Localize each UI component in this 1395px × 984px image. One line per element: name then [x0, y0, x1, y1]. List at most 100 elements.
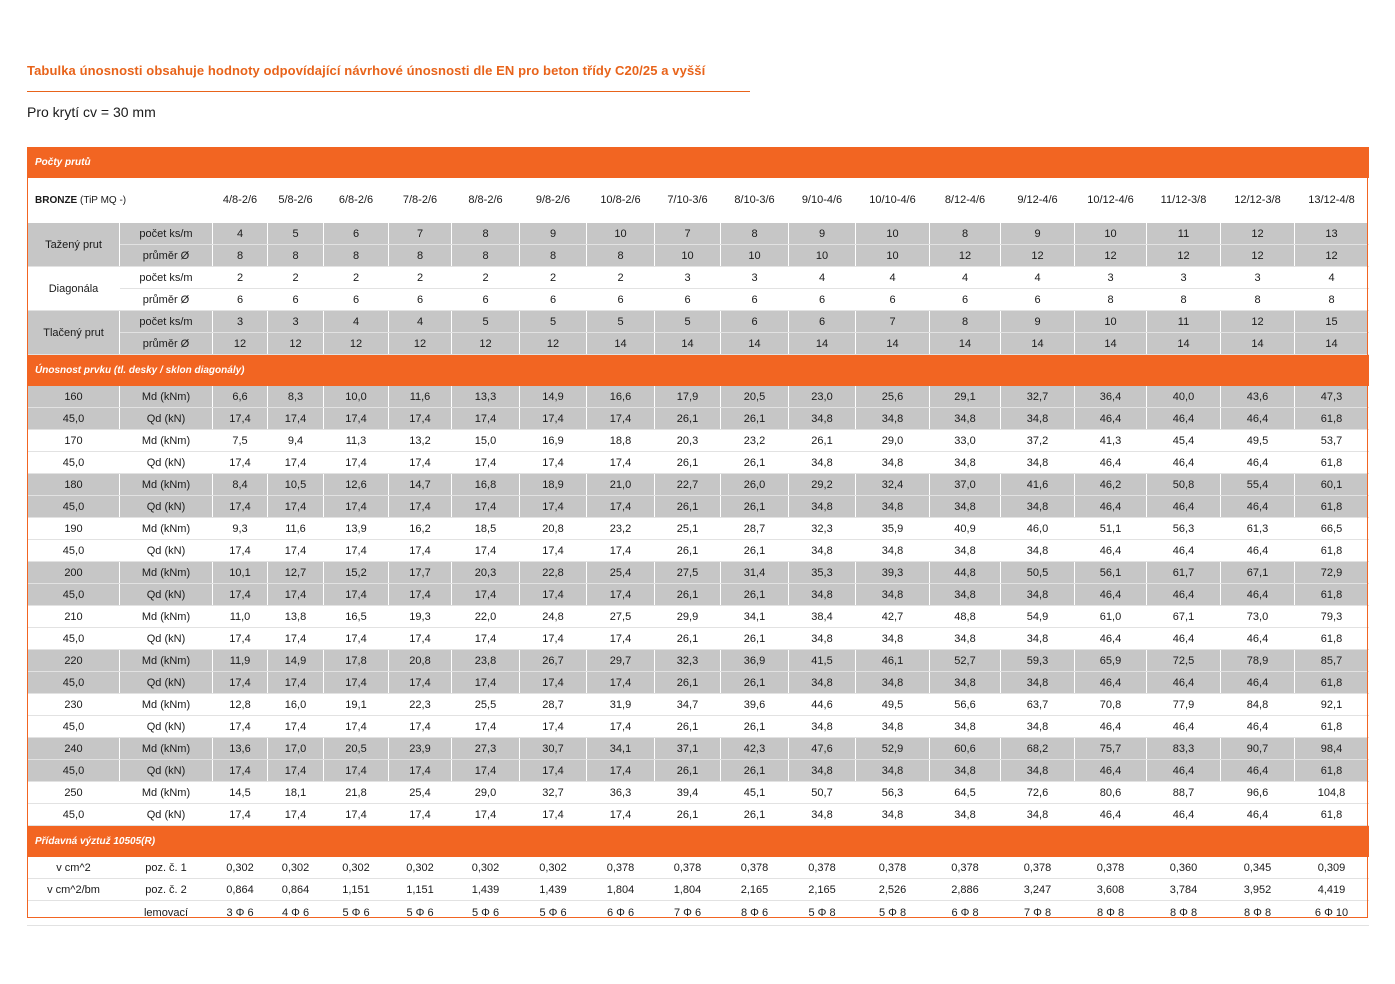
reinforcement-value: 0,378 — [720, 856, 789, 879]
bar-value: 6 — [929, 288, 1001, 311]
qd-label: Qd (kN) — [119, 495, 213, 518]
md-value: 64,5 — [929, 781, 1001, 804]
md-value: 59,3 — [1000, 649, 1075, 672]
md-value: 47,3 — [1293, 385, 1370, 408]
bar-row-label: průměr Ø — [119, 244, 213, 267]
qd-value: 17,4 — [388, 583, 452, 606]
bar-value: 5 — [519, 310, 587, 333]
md-value: 36,9 — [720, 649, 789, 672]
qd-value: 17,4 — [451, 495, 520, 518]
md-value: 22,8 — [519, 561, 587, 584]
md-value: 83,3 — [1146, 737, 1221, 760]
qd-value: 17,4 — [323, 407, 389, 430]
md-value: 63,7 — [1000, 693, 1075, 716]
qd-value: 46,4 — [1074, 759, 1147, 782]
md-label: Md (kNm) — [119, 737, 213, 760]
md-value: 16,6 — [586, 385, 655, 408]
reinforcement-value: 0,378 — [654, 856, 721, 879]
reinforcement-label: poz. č. 1 — [119, 856, 213, 879]
md-value: 56,6 — [929, 693, 1001, 716]
md-value: 25,4 — [586, 561, 655, 584]
md-value: 13,2 — [388, 429, 452, 452]
qd-value: 17,4 — [212, 407, 268, 430]
qd-value: 34,8 — [1000, 803, 1075, 826]
md-value: 13,3 — [451, 385, 520, 408]
md-value: 27,3 — [451, 737, 520, 760]
qd-value: 17,4 — [519, 539, 587, 562]
reinforcement-value: 7 Φ 6 — [654, 900, 721, 926]
qd-value: 34,8 — [929, 627, 1001, 650]
diagonal-angle: 45,0 — [27, 451, 120, 474]
md-value: 27,5 — [586, 605, 655, 628]
qd-value: 17,4 — [586, 715, 655, 738]
qd-value: 17,4 — [267, 451, 324, 474]
reinforcement-value: 6 Φ 8 — [929, 900, 1001, 926]
bar-value: 7 — [388, 222, 452, 245]
qd-value: 34,8 — [929, 407, 1001, 430]
column-header: 9/10-4/6 — [788, 177, 856, 223]
qd-value: 17,4 — [323, 671, 389, 694]
bar-value: 14 — [855, 332, 930, 355]
slab-thickness: 190 — [27, 517, 120, 540]
qd-label: Qd (kN) — [119, 803, 213, 826]
qd-value: 17,4 — [586, 451, 655, 474]
bar-value: 8 — [929, 310, 1001, 333]
heading-underline — [27, 91, 750, 92]
md-value: 104,8 — [1293, 781, 1370, 804]
bar-value: 12 — [267, 332, 324, 355]
md-value: 72,5 — [1146, 649, 1221, 672]
qd-value: 34,8 — [929, 495, 1001, 518]
qd-value: 26,1 — [720, 407, 789, 430]
bar-value: 5 — [586, 310, 655, 333]
reinforcement-value: 5 Φ 6 — [323, 900, 389, 926]
bar-value: 14 — [1074, 332, 1147, 355]
bar-value: 8 — [451, 244, 520, 267]
qd-value: 34,8 — [855, 627, 930, 650]
diagonal-angle: 45,0 — [27, 539, 120, 562]
qd-value: 34,8 — [788, 495, 856, 518]
md-value: 66,5 — [1293, 517, 1370, 540]
bar-row: Tlačený prut počet ks/m 3 3 4 4 5 5 5 5 6 6 7 8 9 10 11 1… — [27, 310, 1370, 355]
bar-value: 6 — [720, 310, 789, 333]
md-value: 16,8 — [451, 473, 520, 496]
slab-thickness: 200 — [27, 561, 120, 584]
bar-value: 12 — [1000, 244, 1075, 267]
md-value: 11,9 — [212, 649, 268, 672]
slab-thickness: 170 — [27, 429, 120, 452]
qd-value: 17,4 — [451, 583, 520, 606]
bar-value: 8 — [929, 222, 1001, 245]
bar-value: 6 — [267, 288, 324, 311]
md-value: 29,2 — [788, 473, 856, 496]
md-value: 39,3 — [855, 561, 930, 584]
md-value: 10,0 — [323, 385, 389, 408]
bar-value: 14 — [1220, 332, 1295, 355]
cover-subtitle: Pro krytí cv = 30 mm — [27, 104, 156, 120]
md-value: 14,9 — [267, 649, 324, 672]
column-header: 9/12-4/6 — [1000, 177, 1075, 223]
qd-value: 26,1 — [720, 583, 789, 606]
md-value: 11,3 — [323, 429, 389, 452]
column-header: 13/12-4/8 — [1293, 177, 1370, 223]
md-value: 65,9 — [1074, 649, 1147, 672]
qd-value: 26,1 — [654, 451, 721, 474]
bar-value: 10 — [654, 244, 721, 267]
md-value: 61,0 — [1074, 605, 1147, 628]
bar-value: 2 — [388, 266, 452, 289]
qd-value: 46,4 — [1146, 495, 1221, 518]
column-header-row: BRONZE (TiP MQ -) 4/8-2/6 5/8-2/6 6/8-2/6 7/… — [27, 177, 1370, 223]
qd-value: 34,8 — [788, 671, 856, 694]
qd-value: 17,4 — [267, 539, 324, 562]
qd-value: 34,8 — [1000, 451, 1075, 474]
qd-value: 17,4 — [212, 671, 268, 694]
reinforcement-value: 1,804 — [586, 878, 655, 901]
md-value: 27,5 — [654, 561, 721, 584]
qd-value: 17,4 — [519, 759, 587, 782]
md-value: 22,7 — [654, 473, 721, 496]
md-value: 56,3 — [855, 781, 930, 804]
qd-value: 46,4 — [1146, 583, 1221, 606]
qd-value: 17,4 — [323, 539, 389, 562]
qd-value: 26,1 — [654, 539, 721, 562]
qd-value: 34,8 — [788, 803, 856, 826]
reinforcement-value: 3,608 — [1074, 878, 1147, 901]
